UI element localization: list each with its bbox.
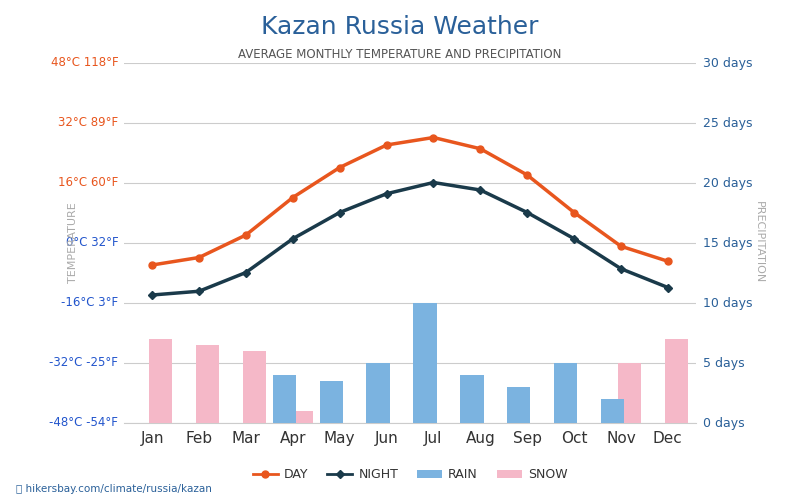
Bar [319, 380, 343, 422]
Text: 16°C 60°F: 16°C 60°F [58, 176, 118, 189]
Text: -32°C -25°F: -32°C -25°F [50, 356, 118, 369]
Text: 48°C 118°F: 48°C 118°F [50, 56, 118, 69]
Bar [149, 338, 172, 422]
Bar [242, 350, 266, 422]
Bar [414, 302, 437, 422]
Legend: DAY, NIGHT, RAIN, SNOW: DAY, NIGHT, RAIN, SNOW [247, 464, 573, 486]
Text: Kazan Russia Weather: Kazan Russia Weather [262, 15, 538, 39]
Bar [554, 362, 578, 422]
Text: ⦿ hikersbay.com/climate/russia/kazan: ⦿ hikersbay.com/climate/russia/kazan [16, 484, 212, 494]
Bar [601, 398, 624, 422]
Bar [196, 344, 219, 422]
Text: 32°C 89°F: 32°C 89°F [58, 116, 118, 129]
Bar [460, 374, 484, 422]
Text: PRECIPITATION: PRECIPITATION [754, 202, 764, 283]
Bar [366, 362, 390, 422]
Text: AVERAGE MONTHLY TEMPERATURE AND PRECIPITATION: AVERAGE MONTHLY TEMPERATURE AND PRECIPIT… [238, 48, 562, 60]
Bar [665, 338, 688, 422]
Bar [290, 410, 313, 422]
Text: -48°C -54°F: -48°C -54°F [50, 416, 118, 429]
Text: 0°C 32°F: 0°C 32°F [66, 236, 118, 249]
Bar [618, 362, 641, 422]
Text: -16°C 3°F: -16°C 3°F [61, 296, 118, 309]
Bar [273, 374, 296, 422]
Text: TEMPERATURE: TEMPERATURE [67, 202, 78, 283]
Bar [507, 386, 530, 422]
